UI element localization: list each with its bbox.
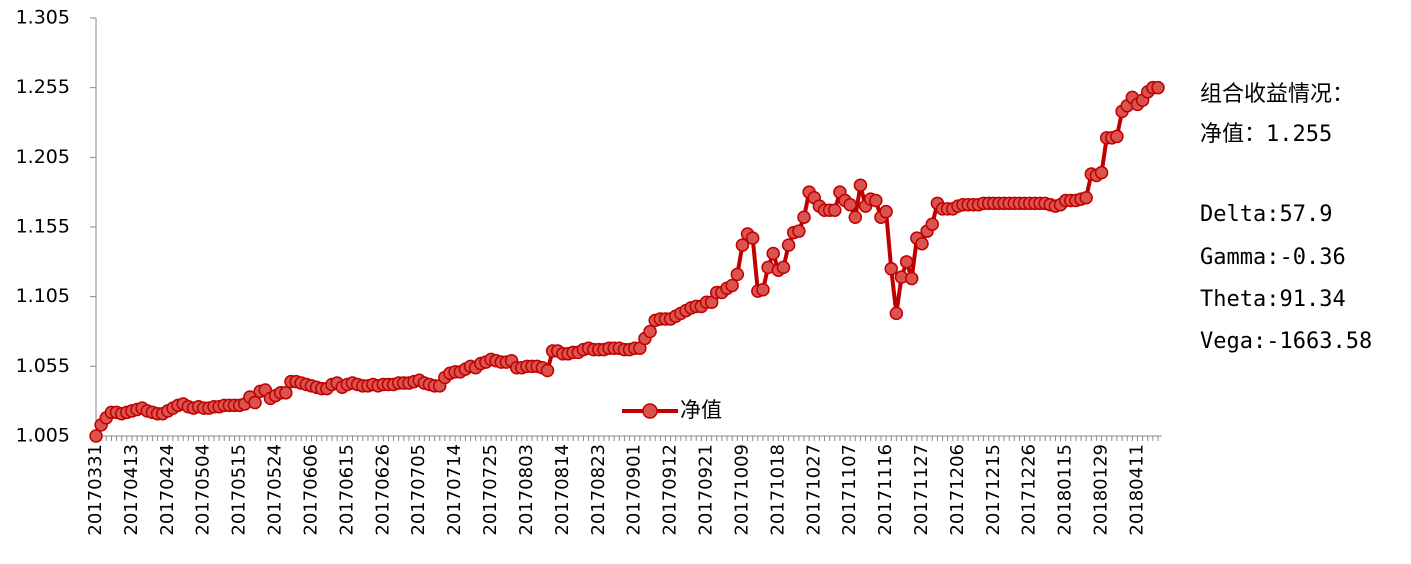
data-point bbox=[797, 210, 811, 224]
data-point bbox=[540, 363, 555, 378]
x-tick-label: 20170524 bbox=[265, 444, 286, 536]
data-point bbox=[1151, 80, 1165, 95]
x-tick-label: 20171215 bbox=[983, 444, 1004, 536]
x-tick-label: 20170901 bbox=[624, 444, 645, 536]
x-tick-label: 20170803 bbox=[516, 444, 537, 536]
x-tick-label: 20170504 bbox=[193, 444, 214, 536]
data-point bbox=[853, 178, 868, 192]
x-tick-label: 20171116 bbox=[875, 444, 896, 536]
x-tick-label: 20170615 bbox=[336, 444, 357, 536]
x-tick-label: 20170515 bbox=[229, 444, 250, 536]
x-tick-label: 20180411 bbox=[1126, 444, 1147, 536]
data-point bbox=[756, 282, 770, 297]
data-point bbox=[745, 231, 760, 245]
x-tick-label: 20170413 bbox=[121, 444, 142, 536]
annotation: 净值：1.255 bbox=[1200, 122, 1332, 147]
data-point bbox=[904, 271, 919, 286]
x-tick-label: 20170912 bbox=[660, 444, 681, 536]
data-point bbox=[766, 246, 780, 261]
x-tick-label: 20170714 bbox=[444, 444, 465, 536]
x-tick-label: 20170921 bbox=[696, 444, 717, 536]
data-point bbox=[776, 260, 791, 275]
x-tick-label: 20180115 bbox=[1055, 444, 1076, 536]
x-tick-label: 20170814 bbox=[552, 444, 573, 536]
y-tick-label: 1.005 bbox=[16, 425, 70, 447]
data-point bbox=[1094, 165, 1109, 180]
x-tick-label: 20171027 bbox=[803, 444, 824, 536]
legend-label: 净值 bbox=[680, 398, 722, 422]
data-point bbox=[735, 238, 750, 252]
y-tick-label: 1.305 bbox=[16, 7, 70, 29]
data-point bbox=[1079, 190, 1093, 205]
x-tick-label: 20171107 bbox=[839, 444, 860, 536]
legend-marker bbox=[642, 403, 658, 419]
x-tick-label: 20170424 bbox=[157, 444, 178, 536]
data-point bbox=[781, 238, 796, 252]
x-tick-label: 20171206 bbox=[947, 444, 968, 536]
data-point bbox=[899, 255, 914, 269]
y-tick-label: 1.055 bbox=[16, 355, 70, 377]
data-point bbox=[643, 324, 657, 339]
data-point bbox=[248, 395, 262, 410]
annotation: 组合收益情况： bbox=[1200, 82, 1354, 107]
data-point bbox=[848, 210, 863, 224]
data-point bbox=[925, 217, 940, 231]
x-tick-label: 20170626 bbox=[372, 444, 393, 536]
data-point bbox=[843, 197, 857, 212]
x-tick-label: 20170606 bbox=[300, 444, 321, 536]
y-tick-label: 1.205 bbox=[16, 146, 70, 168]
data-point bbox=[730, 267, 745, 282]
y-tick-label: 1.105 bbox=[16, 285, 70, 307]
data-point bbox=[279, 386, 293, 400]
data-point bbox=[879, 204, 893, 219]
y-tick-label: 1.255 bbox=[16, 76, 70, 98]
data-point bbox=[725, 278, 739, 293]
x-tick-label: 20171226 bbox=[1019, 444, 1040, 536]
x-tick-label: 20170705 bbox=[408, 444, 429, 536]
data-point bbox=[884, 262, 898, 276]
y-tick-label: 1.155 bbox=[16, 216, 70, 238]
series-line bbox=[94, 85, 1158, 437]
x-tick-label: 20171018 bbox=[767, 444, 788, 536]
x-tick-label: 20170823 bbox=[588, 444, 609, 536]
data-point bbox=[792, 224, 806, 238]
data-point bbox=[915, 236, 929, 251]
x-tick-label: 20180129 bbox=[1091, 444, 1112, 536]
x-tick-label: 20170331 bbox=[85, 444, 106, 536]
annotation: Vega:-1663.58 bbox=[1200, 329, 1372, 354]
annotation: Delta:57.9 bbox=[1200, 202, 1332, 227]
x-tick-label: 20171009 bbox=[731, 444, 752, 536]
data-point bbox=[89, 429, 103, 443]
x-tick-label: 20171127 bbox=[911, 444, 932, 536]
data-point bbox=[889, 306, 904, 321]
x-tick-label: 20170725 bbox=[480, 444, 501, 536]
data-point bbox=[869, 193, 883, 208]
annotation: Gamma:-0.36 bbox=[1200, 245, 1346, 270]
data-point bbox=[1110, 129, 1124, 144]
annotation: Theta:91.34 bbox=[1200, 287, 1346, 312]
data-point bbox=[828, 203, 842, 218]
